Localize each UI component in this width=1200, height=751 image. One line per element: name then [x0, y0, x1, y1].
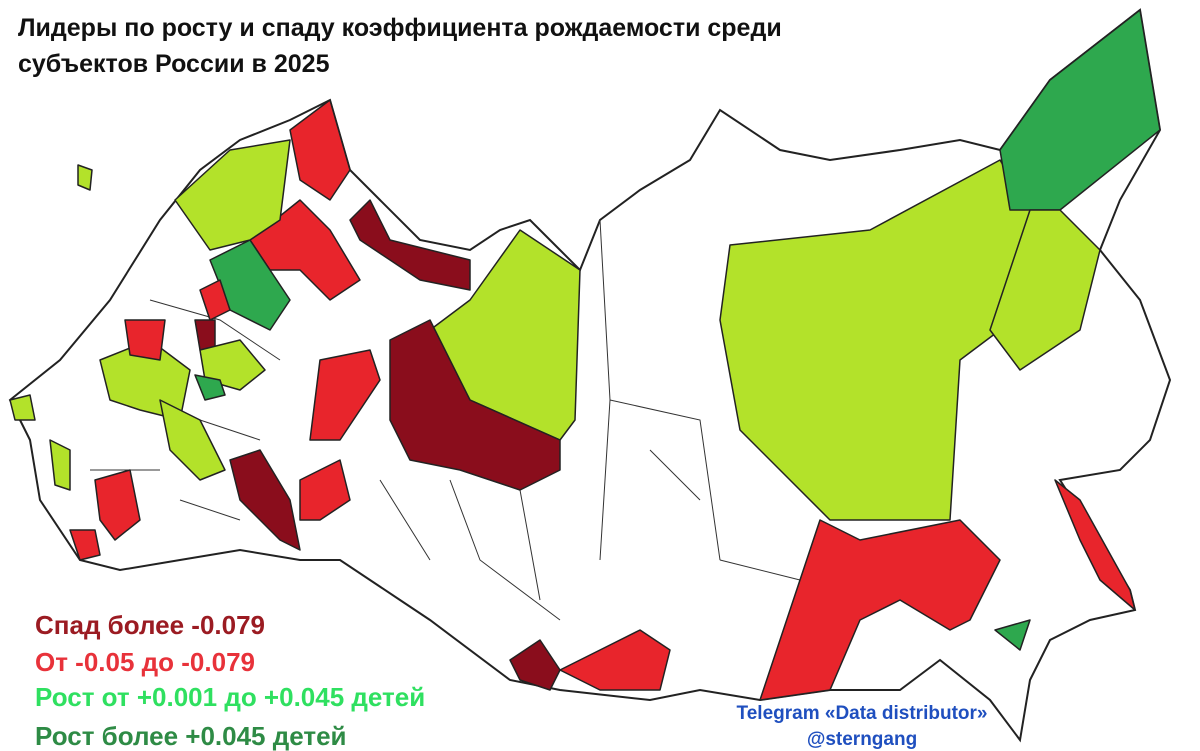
region-belgorod [9, 394, 36, 421]
region-volga-2 [194, 374, 226, 401]
region-caucasus [69, 529, 101, 561]
region-nenets [349, 199, 471, 291]
region-rostov [49, 439, 71, 491]
region-tuva [509, 639, 561, 691]
region-yakutia [719, 159, 1031, 521]
legend: Спад более -0.079 От -0.05 до -0.079 Рост … [35, 610, 425, 751]
region-kaliningrad [77, 164, 93, 191]
credit: Telegram «Data distributor» [737, 703, 988, 724]
region-sakhalin [1054, 479, 1136, 611]
legend-entry: Рост более +0.045 детей [35, 721, 347, 751]
region-volga [199, 339, 266, 391]
legend-entry: Рост от +0.001 до +0.045 детей [35, 682, 425, 712]
region-chelyabinsk [299, 459, 351, 521]
region-south [159, 399, 226, 481]
region-irkutsk [759, 519, 1001, 701]
region-chukotka [999, 9, 1161, 211]
region-khanty [389, 319, 561, 491]
map-shapes [8, 8, 1172, 743]
region-volgograd [94, 469, 141, 541]
title-line: субъектов России в 2025 [18, 50, 330, 78]
title-line: Лидеры по росту и спаду коэффициента рож… [18, 14, 782, 42]
region-magadan [989, 209, 1101, 371]
region-west-1 [199, 279, 231, 321]
legend-entry: От -0.05 до -0.079 [35, 647, 255, 677]
credit: @sterngang [807, 729, 917, 750]
legend-entry: Спад более -0.079 [35, 610, 265, 640]
region-bashkiria [229, 449, 301, 551]
region-primorye [994, 619, 1031, 651]
region-kirov [309, 349, 381, 441]
region-altai [559, 629, 671, 691]
region-karelia [174, 139, 291, 251]
region-komi [249, 199, 361, 301]
region-center-2 [124, 319, 166, 361]
region-borders [90, 219, 801, 621]
region-murmansk [289, 99, 351, 201]
